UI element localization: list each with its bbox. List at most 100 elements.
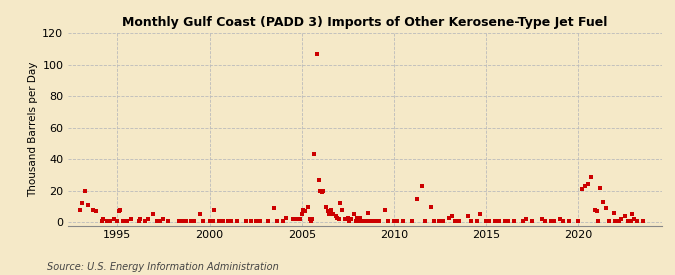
Point <box>83 203 94 207</box>
Point <box>333 217 344 221</box>
Point <box>583 182 593 187</box>
Point <box>462 214 473 218</box>
Point <box>632 219 643 223</box>
Point <box>263 219 273 223</box>
Point <box>419 219 430 223</box>
Point <box>306 219 317 223</box>
Point <box>616 217 627 221</box>
Point <box>369 219 379 223</box>
Point <box>573 219 584 223</box>
Point <box>295 217 306 221</box>
Point <box>255 219 266 223</box>
Point <box>142 217 153 221</box>
Point <box>601 206 612 210</box>
Point <box>98 217 109 221</box>
Point <box>361 219 372 223</box>
Point <box>140 219 151 223</box>
Point <box>225 219 236 223</box>
Point <box>627 212 638 217</box>
Point <box>619 214 630 218</box>
Point <box>246 219 256 223</box>
Point <box>472 219 483 223</box>
Point <box>173 219 184 223</box>
Point <box>90 209 101 213</box>
Point <box>313 178 324 182</box>
Point <box>181 219 192 223</box>
Point <box>241 219 252 223</box>
Point <box>115 208 126 212</box>
Point <box>527 219 538 223</box>
Point <box>315 189 325 193</box>
Point <box>545 219 556 223</box>
Point <box>576 187 587 191</box>
Point <box>564 219 574 223</box>
Point <box>298 208 308 212</box>
Point <box>604 219 615 223</box>
Point <box>353 219 364 223</box>
Point <box>155 219 165 223</box>
Point <box>121 219 132 223</box>
Point <box>484 219 495 223</box>
Point <box>521 217 532 221</box>
Point <box>113 209 124 213</box>
Point <box>109 217 119 221</box>
Point <box>392 219 402 223</box>
Point <box>318 189 329 193</box>
Point <box>539 219 550 223</box>
Point <box>593 219 604 223</box>
Point <box>135 217 146 221</box>
Point <box>475 212 485 217</box>
Point <box>287 217 298 221</box>
Point <box>585 174 596 179</box>
Point <box>416 184 427 188</box>
Point <box>379 208 390 212</box>
Point <box>622 219 633 223</box>
Point <box>383 219 394 223</box>
Point <box>370 219 381 223</box>
Point <box>324 212 335 217</box>
Point <box>317 190 327 195</box>
Point <box>327 212 338 217</box>
Point <box>433 219 444 223</box>
Point <box>536 217 547 221</box>
Point <box>429 219 439 223</box>
Point <box>304 217 315 221</box>
Point <box>367 219 378 223</box>
Point <box>269 206 279 210</box>
Point <box>625 219 636 223</box>
Point <box>425 204 436 209</box>
Point <box>278 219 289 223</box>
Point <box>189 219 200 223</box>
Point <box>344 219 355 223</box>
Point <box>493 219 504 223</box>
Point <box>362 211 373 215</box>
Point <box>97 219 107 223</box>
Point <box>232 219 242 223</box>
Point <box>336 208 347 212</box>
Point <box>325 208 336 212</box>
Point <box>281 215 292 220</box>
Point <box>360 219 371 223</box>
Point <box>481 219 491 223</box>
Point <box>341 217 352 221</box>
Point <box>126 217 136 221</box>
Point <box>350 219 361 223</box>
Point <box>555 217 566 221</box>
Point <box>152 219 163 223</box>
Point <box>364 219 375 223</box>
Point <box>597 200 608 204</box>
Point <box>207 219 218 223</box>
Point <box>186 219 196 223</box>
Point <box>500 219 510 223</box>
Point <box>87 208 98 212</box>
Point <box>101 219 112 223</box>
Point <box>218 219 229 223</box>
Point <box>300 209 310 213</box>
Point <box>158 217 169 221</box>
Point <box>398 219 408 223</box>
Point <box>358 219 369 223</box>
Point <box>204 219 215 223</box>
Point <box>608 211 619 215</box>
Point <box>518 219 529 223</box>
Point <box>352 215 362 220</box>
